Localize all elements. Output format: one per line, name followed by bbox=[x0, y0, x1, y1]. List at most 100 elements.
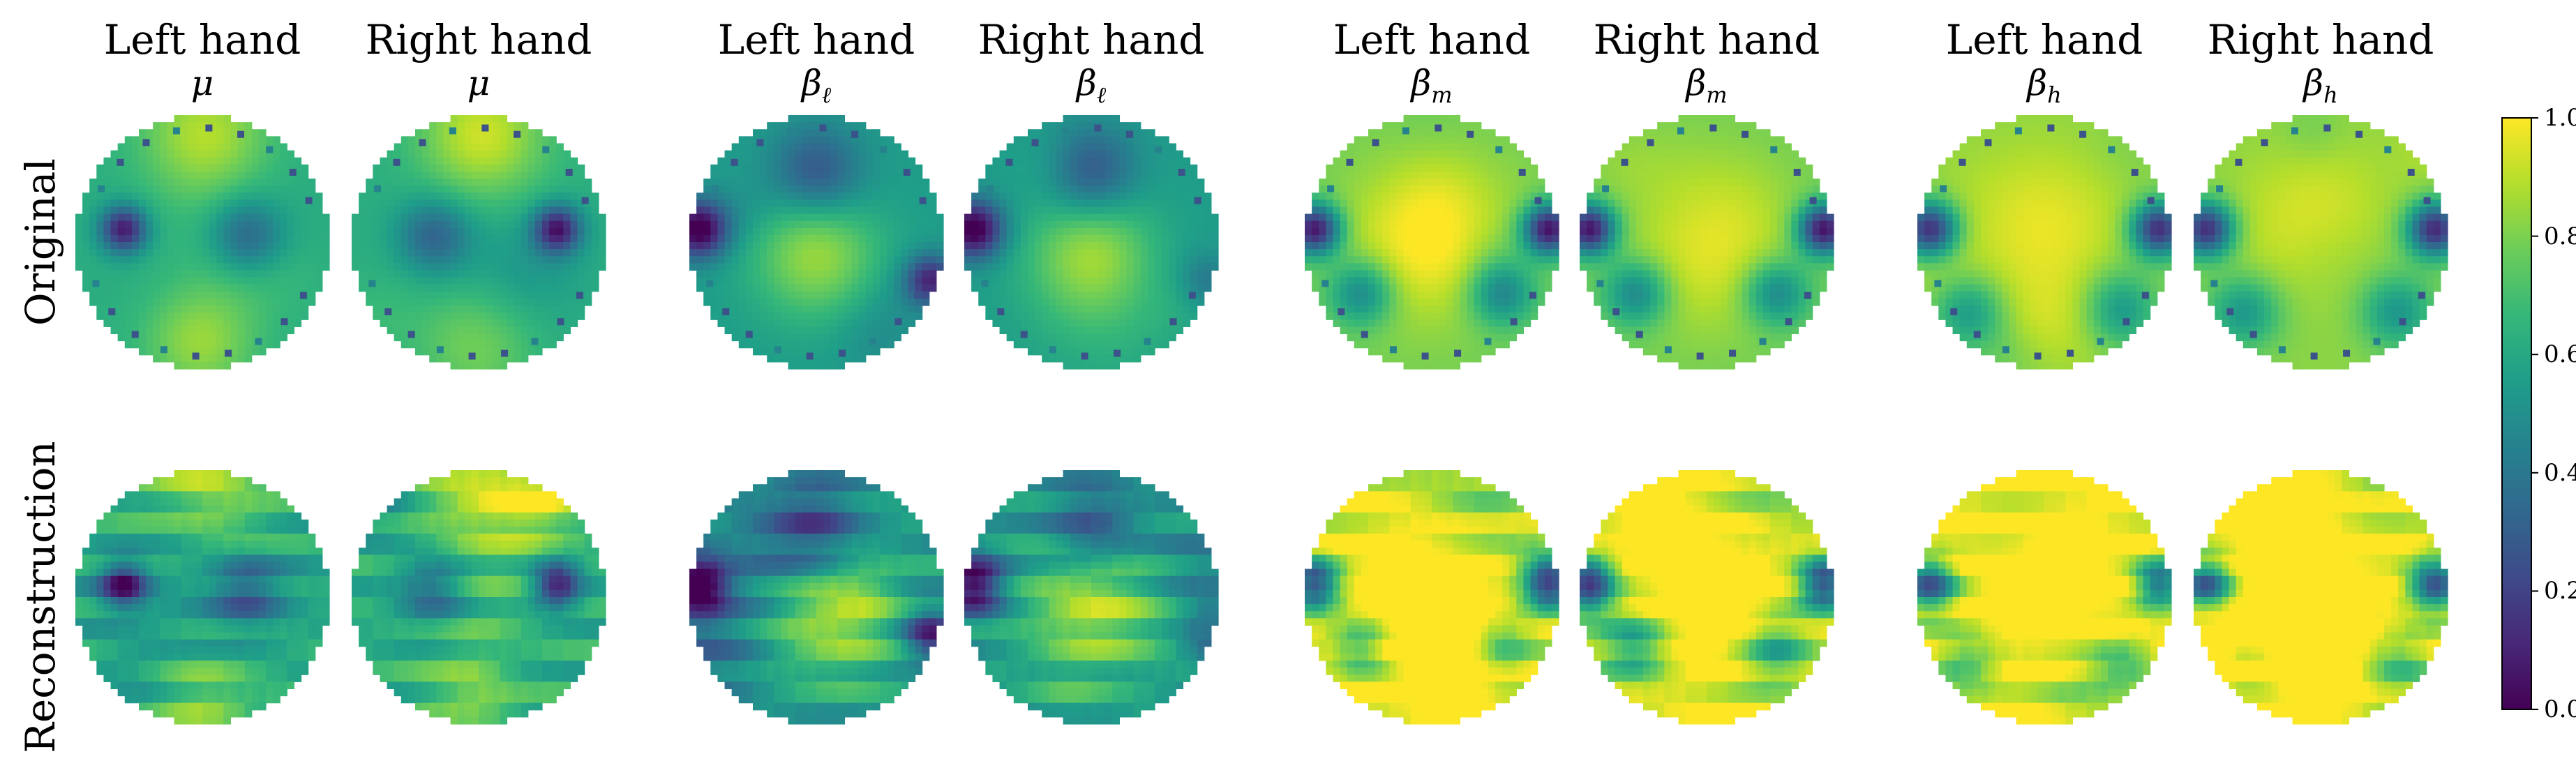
column-hand-label: Left hand bbox=[70, 17, 335, 63]
electrode-marker bbox=[2067, 350, 2074, 357]
electrode-marker bbox=[108, 308, 115, 315]
electrode-marker bbox=[2079, 131, 2086, 138]
electrode-marker bbox=[419, 139, 426, 146]
electrode-marker bbox=[1785, 318, 1792, 325]
electrode-marker bbox=[787, 128, 794, 135]
topomap-original-5 bbox=[1305, 115, 1559, 370]
electrode-marker bbox=[449, 128, 456, 135]
electrode-marker bbox=[408, 331, 415, 338]
electrode-marker bbox=[98, 186, 105, 193]
electrode-marker bbox=[2343, 350, 2350, 357]
topomap-reconstruction-5 bbox=[1305, 470, 1559, 725]
electrode-marker bbox=[839, 350, 846, 357]
electrode-marker bbox=[225, 350, 232, 357]
electrode-marker bbox=[1495, 146, 1502, 153]
electrode-marker bbox=[281, 318, 288, 325]
topomap-original-6 bbox=[1580, 115, 1834, 370]
electrode-marker bbox=[1596, 280, 1603, 287]
electrode-marker bbox=[774, 346, 781, 353]
electrode-marker bbox=[368, 280, 375, 287]
electrode-marker bbox=[1804, 292, 1811, 299]
electrode-marker bbox=[2408, 169, 2415, 176]
electrode-marker bbox=[1742, 131, 1748, 138]
column-hand-label: Left hand bbox=[1299, 17, 1564, 63]
electrode-marker bbox=[2261, 139, 2268, 146]
electrode-marker bbox=[542, 146, 549, 153]
electrode-marker bbox=[1974, 331, 1981, 338]
electrode-marker bbox=[160, 346, 167, 353]
electrode-marker bbox=[306, 197, 313, 204]
electrode-marker bbox=[706, 280, 713, 287]
electrode-marker bbox=[557, 318, 564, 325]
electrode-marker bbox=[757, 139, 764, 146]
electrode-marker bbox=[1709, 125, 1716, 132]
electrode-marker bbox=[880, 146, 887, 153]
electrode-marker bbox=[1372, 139, 1379, 146]
column-header: Right hand βh bbox=[2188, 17, 2453, 115]
electrode-marker bbox=[2047, 125, 2054, 132]
electrode-marker bbox=[132, 331, 139, 338]
electrode-marker bbox=[2311, 353, 2318, 360]
electrode-marker bbox=[1770, 146, 1777, 153]
electrode-marker bbox=[1519, 169, 1526, 176]
column-header: Left hand μ bbox=[70, 17, 335, 103]
electrode-marker bbox=[1760, 338, 1767, 345]
electrode-marker bbox=[1361, 331, 1368, 338]
column-band-label: βm bbox=[1574, 63, 1839, 115]
electrode-marker bbox=[997, 308, 1004, 315]
electrode-marker bbox=[2148, 197, 2155, 204]
column-band-label: βℓ bbox=[959, 63, 1224, 115]
colorbar-tick-label: 1.0 bbox=[2544, 106, 2576, 130]
colorbar-tick-label: 0.4 bbox=[2544, 461, 2576, 485]
electrode-marker bbox=[374, 186, 381, 193]
electrode-marker bbox=[851, 131, 858, 138]
electrode-marker bbox=[869, 338, 876, 345]
electrode-marker bbox=[1934, 280, 1941, 287]
electrode-marker bbox=[205, 125, 212, 132]
topomap-reconstruction-7 bbox=[1917, 470, 2172, 725]
electrode-marker bbox=[2002, 346, 2009, 353]
electrode-marker bbox=[300, 292, 307, 299]
electrode-marker bbox=[1081, 353, 1088, 360]
electrode-marker bbox=[1126, 131, 1133, 138]
electrode-marker bbox=[576, 292, 583, 299]
electrode-marker bbox=[1636, 331, 1643, 338]
electrode-marker bbox=[2291, 128, 2298, 135]
colorbar bbox=[2502, 118, 2531, 709]
electrode-marker bbox=[1529, 292, 1536, 299]
electrode-marker bbox=[1950, 308, 1957, 315]
electrode-marker bbox=[2210, 280, 2217, 287]
electrode-marker bbox=[2132, 169, 2139, 176]
electrode-marker bbox=[394, 159, 400, 166]
column-hand-label: Left hand bbox=[1912, 17, 2177, 63]
electrode-marker bbox=[2123, 318, 2130, 325]
electrode-marker bbox=[2035, 353, 2042, 360]
column-band-label: βℓ bbox=[684, 63, 949, 115]
electrode-marker bbox=[981, 280, 988, 287]
electrode-marker bbox=[1612, 308, 1619, 315]
electrode-marker bbox=[1094, 125, 1101, 132]
electrode-marker bbox=[501, 350, 508, 357]
column-band-label: βh bbox=[1912, 63, 2177, 115]
column-header: Right hand βm bbox=[1574, 17, 1839, 115]
electrode-marker bbox=[1985, 139, 1992, 146]
electrode-marker bbox=[1729, 350, 1736, 357]
electrode-marker bbox=[1006, 159, 1013, 166]
topomap-reconstruction-1 bbox=[75, 470, 330, 725]
row-label-reconstruction: Reconstruction bbox=[17, 441, 64, 753]
column-header: Left hand βh bbox=[1912, 17, 2177, 115]
electrode-marker bbox=[1021, 331, 1028, 338]
column-band-label: μ bbox=[346, 63, 611, 103]
electrode-marker bbox=[1435, 125, 1441, 132]
electrode-marker bbox=[1622, 159, 1628, 166]
electrode-marker bbox=[1189, 292, 1196, 299]
row-label-original: Original bbox=[17, 158, 64, 326]
electrode-marker bbox=[1155, 146, 1162, 153]
electrode-marker bbox=[1794, 169, 1801, 176]
topomap-reconstruction-3 bbox=[689, 470, 944, 725]
topomap-reconstruction-4 bbox=[964, 470, 1219, 725]
electrode-marker bbox=[255, 338, 262, 345]
electrode-marker bbox=[2374, 338, 2381, 345]
column-header: Left hand βm bbox=[1299, 17, 1564, 115]
column-band-label: μ bbox=[70, 63, 335, 103]
